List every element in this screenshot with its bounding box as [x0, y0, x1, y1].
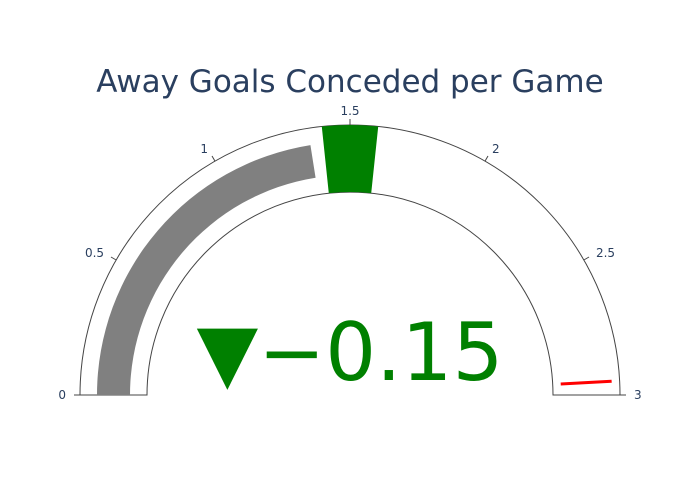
tick-mark	[110, 256, 117, 261]
chart-title: Away Goals Conceded per Game	[96, 64, 603, 100]
tick-label: 3	[634, 388, 642, 402]
tick-label: 2.5	[596, 246, 615, 260]
gauge-step-0	[321, 125, 379, 194]
gauge-value-bar	[97, 145, 316, 395]
gauge-threshold-line	[560, 379, 612, 386]
delta-indicator: ▼−0.15	[197, 306, 504, 399]
gauge-ticks: 0 0.5 1 1.5 2 2.5 3	[58, 104, 641, 402]
gauge-marks	[79, 124, 621, 396]
delta-down-icon: ▼	[197, 306, 259, 399]
delta-value: ▼−0.15	[197, 306, 504, 399]
tick-mark	[484, 155, 489, 162]
tick-mark	[583, 256, 590, 261]
tick-label: 0.5	[85, 246, 104, 260]
tick-label: 2	[492, 142, 500, 156]
delta-number: −0.15	[258, 306, 503, 399]
tick-label: 1	[200, 142, 208, 156]
tick-label: 0	[58, 388, 66, 402]
tick-label: 1.5	[340, 104, 359, 118]
tick-mark	[211, 155, 216, 162]
